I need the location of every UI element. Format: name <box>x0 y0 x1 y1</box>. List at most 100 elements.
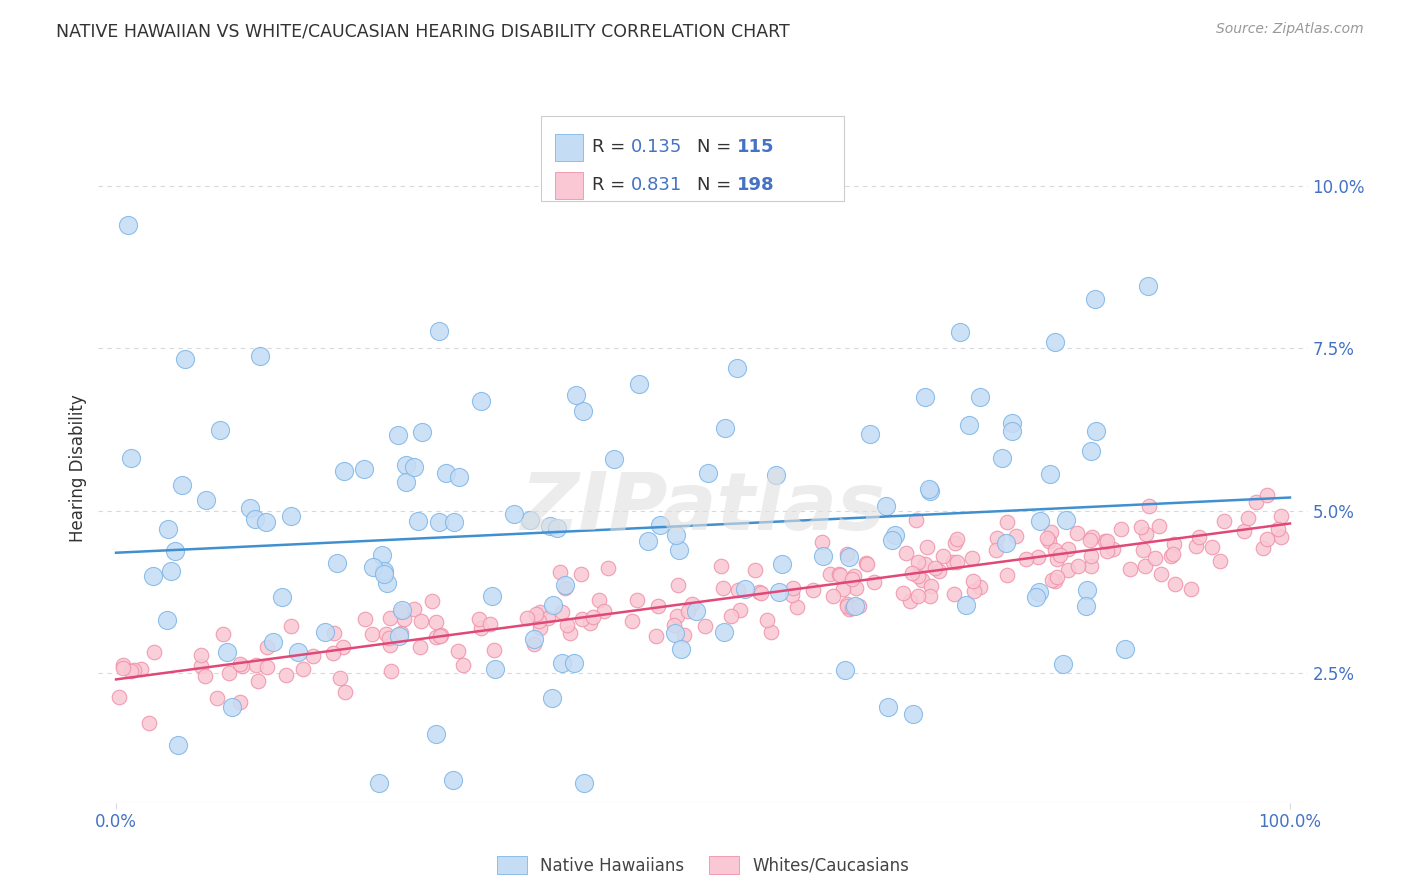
Point <box>1045 334 1067 349</box>
Point <box>1129 520 1152 534</box>
Point <box>551 605 574 619</box>
Point <box>156 614 179 628</box>
Point <box>368 776 391 790</box>
Point <box>554 578 576 592</box>
Point <box>957 417 980 432</box>
Point <box>838 602 860 616</box>
Point <box>156 522 179 536</box>
Point <box>1054 513 1077 527</box>
Point <box>402 459 425 474</box>
Point <box>451 657 474 672</box>
Text: Source: ZipAtlas.com: Source: ZipAtlas.com <box>1216 22 1364 37</box>
Point <box>1076 583 1098 598</box>
Text: NATIVE HAWAIIAN VS WHITE/CAUCASIAN HEARING DISABILITY CORRELATION CHART: NATIVE HAWAIIAN VS WHITE/CAUCASIAN HEARI… <box>56 22 790 40</box>
Point <box>831 582 853 597</box>
Point <box>907 555 929 569</box>
Point <box>876 700 898 714</box>
Point <box>862 574 884 589</box>
Point <box>254 515 277 529</box>
Point <box>378 631 401 645</box>
Point <box>1135 559 1157 574</box>
Point <box>1147 519 1170 533</box>
Point <box>761 625 783 640</box>
Point <box>986 531 1008 545</box>
Point <box>880 533 903 547</box>
Point <box>848 599 870 614</box>
Point <box>1078 533 1101 547</box>
Point <box>1270 509 1292 524</box>
Point <box>546 521 568 535</box>
Point <box>218 666 240 681</box>
Point <box>1000 424 1022 438</box>
Point <box>447 644 470 658</box>
Point <box>749 586 772 600</box>
Point <box>1137 499 1160 513</box>
Point <box>1163 537 1185 551</box>
Point <box>411 425 433 439</box>
Point <box>1201 540 1223 554</box>
Point <box>519 512 541 526</box>
Point <box>554 581 576 595</box>
Point <box>256 640 278 654</box>
Point <box>1136 279 1159 293</box>
Point <box>301 648 323 663</box>
Point <box>834 663 856 677</box>
Point <box>120 664 142 678</box>
Point <box>425 727 447 741</box>
Point <box>270 591 292 605</box>
Point <box>387 629 409 643</box>
Point <box>1270 530 1292 544</box>
Point <box>484 662 506 676</box>
Point <box>842 569 865 583</box>
Point <box>1038 534 1060 549</box>
Point <box>1039 524 1062 539</box>
Point <box>765 467 787 482</box>
Point <box>1029 515 1052 529</box>
Point <box>1101 541 1123 556</box>
Point <box>648 518 671 533</box>
Point <box>380 664 402 678</box>
Point <box>1039 467 1062 481</box>
Point <box>942 555 965 569</box>
Point <box>628 376 651 391</box>
Point <box>1045 574 1067 589</box>
Point <box>841 572 863 586</box>
Point <box>645 629 668 643</box>
Point <box>314 624 336 639</box>
Point <box>529 621 551 635</box>
Point <box>1237 511 1260 525</box>
Point <box>894 545 917 559</box>
Point <box>160 564 183 578</box>
Point <box>389 626 412 640</box>
Point <box>536 611 558 625</box>
Point <box>841 601 863 615</box>
Point <box>409 640 432 654</box>
Point <box>1143 550 1166 565</box>
Text: R =: R = <box>592 177 631 194</box>
Point <box>394 612 416 626</box>
Point <box>711 581 734 595</box>
Point <box>353 461 375 475</box>
Point <box>620 614 643 628</box>
Point <box>685 604 707 618</box>
Point <box>262 635 284 649</box>
Point <box>112 661 135 675</box>
Point <box>389 604 412 618</box>
Point <box>375 627 398 641</box>
Point <box>673 628 696 642</box>
Point <box>924 561 946 575</box>
Point <box>664 625 686 640</box>
Point <box>1094 534 1116 549</box>
Point <box>333 685 356 699</box>
Point <box>117 219 139 233</box>
Text: N =: N = <box>697 138 737 156</box>
Point <box>588 593 610 607</box>
Point <box>1267 522 1289 536</box>
Point <box>855 556 877 570</box>
Point <box>713 421 735 435</box>
Point <box>928 564 950 578</box>
Text: ZIPatlas: ZIPatlas <box>520 469 886 548</box>
Point <box>245 511 267 525</box>
Point <box>443 515 465 529</box>
Text: 0.135: 0.135 <box>631 138 683 156</box>
